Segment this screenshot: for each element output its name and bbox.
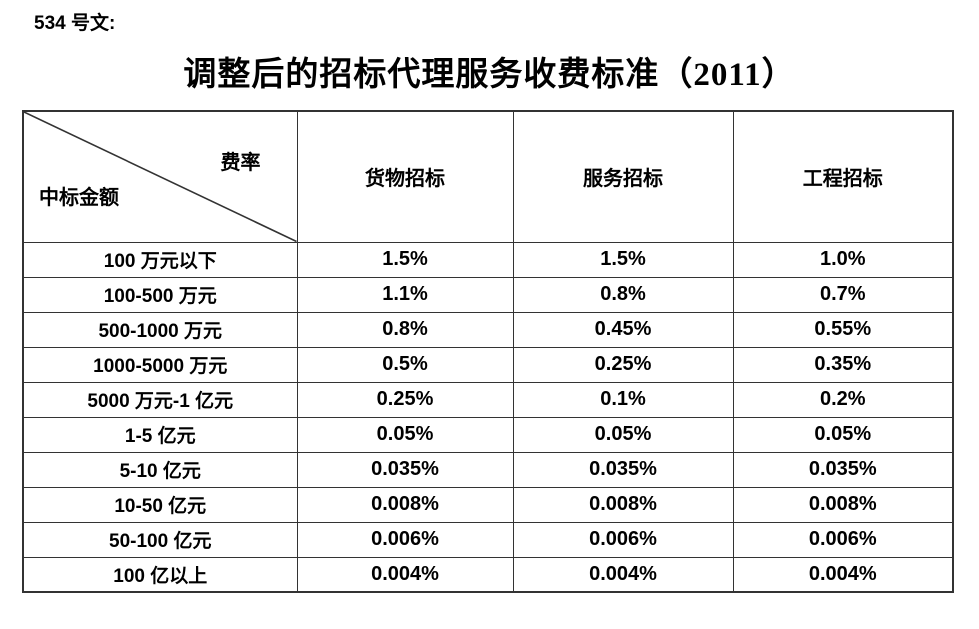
- column-header-engineering-bidding: 工程招标: [732, 110, 954, 243]
- fee-value-cell: 0.004%: [732, 556, 954, 593]
- row-label-cell: 1-5 亿元: [22, 416, 298, 453]
- table-row: 1000-5000 万元 0.5% 0.25% 0.35%: [22, 346, 954, 383]
- fee-value-cell: 0.5%: [296, 346, 514, 383]
- table-row: 500-1000 万元 0.8% 0.45% 0.55%: [22, 311, 954, 348]
- fee-value-cell: 0.05%: [296, 416, 514, 453]
- corner-label-fee-rate: 费率: [220, 152, 261, 174]
- fee-value-cell: 0.006%: [512, 521, 734, 558]
- fee-value-cell: 0.1%: [512, 381, 734, 418]
- row-label-cell: 10-50 亿元: [22, 486, 298, 523]
- fee-value-cell: 0.55%: [732, 311, 954, 348]
- table-row: 100 亿以上 0.004% 0.004% 0.004%: [22, 556, 954, 593]
- fee-value-cell: 0.004%: [296, 556, 514, 593]
- row-label-cell: 100 万元以下: [22, 241, 298, 278]
- fee-value-cell: 0.008%: [512, 486, 734, 523]
- row-label-cell: 50-100 亿元: [22, 521, 298, 558]
- corner-label-bid-amount: 中标金额: [39, 186, 119, 209]
- table-row: 100 万元以下 1.5% 1.5% 1.0%: [22, 241, 954, 278]
- fee-value-cell: 0.7%: [732, 276, 954, 313]
- column-header-goods-bidding: 货物招标: [296, 110, 514, 243]
- page-title: 调整后的招标代理服务收费标准（2011）: [183, 57, 796, 93]
- fee-value-cell: 1.5%: [296, 241, 514, 278]
- fee-value-cell: 0.05%: [512, 416, 734, 453]
- fee-value-cell: 1.0%: [732, 241, 954, 278]
- fee-value-cell: 0.8%: [296, 311, 514, 348]
- fee-value-cell: 0.004%: [512, 556, 734, 593]
- fee-table-body: 100 万元以下 1.5% 1.5% 1.0% 100-500 万元 1.1% 0.8% 0.…: [22, 241, 954, 593]
- fee-value-cell: 0.05%: [732, 416, 954, 453]
- fee-value-cell: 0.25%: [512, 346, 734, 383]
- table-row: 5000 万元-1 亿元 0.25% 0.1% 0.2%: [22, 381, 954, 418]
- fee-value-cell: 0.006%: [732, 521, 954, 558]
- header-row: 费率 中标金额 货物招标 服务招标 工程招标: [22, 110, 954, 243]
- table-row: 5-10 亿元 0.035% 0.035% 0.035%: [22, 451, 954, 488]
- fee-value-cell: 0.8%: [512, 276, 734, 313]
- fee-value-cell: 0.035%: [732, 451, 954, 488]
- fee-value-cell: 0.008%: [732, 486, 954, 523]
- row-label-cell: 100 亿以上: [22, 556, 298, 593]
- corner-cell: 费率 中标金额: [22, 110, 298, 243]
- fee-table: 费率 中标金额 货物招标 服务招标 工程招标 100 万元以下 1.5% 1.5% 1…: [22, 110, 954, 593]
- column-header-service-bidding: 服务招标: [512, 110, 734, 243]
- row-label-cell: 1000-5000 万元: [22, 346, 298, 383]
- fee-value-cell: 0.035%: [512, 451, 734, 488]
- fee-value-cell: 1.1%: [296, 276, 514, 313]
- fee-value-cell: 0.35%: [732, 346, 954, 383]
- fee-value-cell: 0.008%: [296, 486, 514, 523]
- doc-number: 534 号文:: [34, 13, 116, 34]
- row-label-cell: 500-1000 万元: [22, 311, 298, 348]
- row-label-cell: 5000 万元-1 亿元: [22, 381, 298, 418]
- table-row: 10-50 亿元 0.008% 0.008% 0.008%: [22, 486, 954, 523]
- fee-value-cell: 0.035%: [296, 451, 514, 488]
- row-label-cell: 100-500 万元: [22, 276, 298, 313]
- table-row: 1-5 亿元 0.05% 0.05% 0.05%: [22, 416, 954, 453]
- fee-value-cell: 0.006%: [296, 521, 514, 558]
- table-row: 100-500 万元 1.1% 0.8% 0.7%: [22, 276, 954, 313]
- fee-value-cell: 0.2%: [732, 381, 954, 418]
- row-label-cell: 5-10 亿元: [22, 451, 298, 488]
- fee-value-cell: 1.5%: [512, 241, 734, 278]
- fee-value-cell: 0.25%: [296, 381, 514, 418]
- fee-value-cell: 0.45%: [512, 311, 734, 348]
- table-row: 50-100 亿元 0.006% 0.006% 0.006%: [22, 521, 954, 558]
- diagonal-line-icon: [24, 112, 297, 242]
